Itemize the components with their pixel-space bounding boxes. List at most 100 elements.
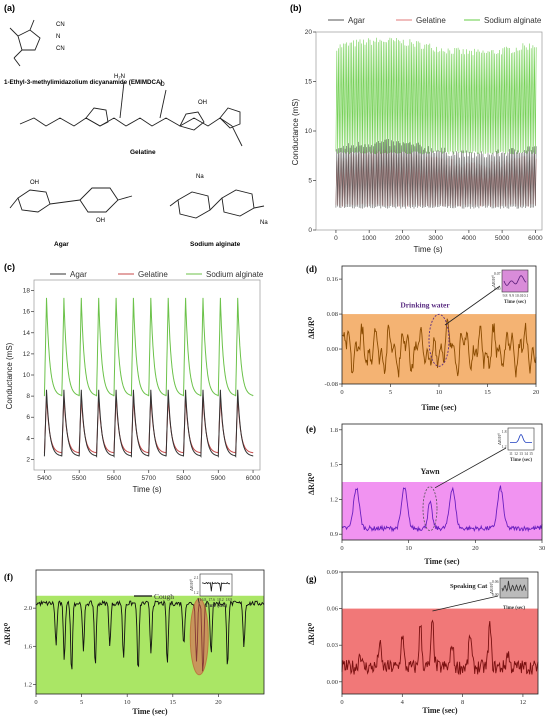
x-tick-label: 4 [401, 699, 405, 706]
x-tick-label: 1000 [362, 235, 377, 242]
x-tick-label: 5 [80, 699, 83, 706]
emimdca-n: N [56, 34, 60, 40]
chart-b-legend: Agar Gelatine Sodium alginate [328, 16, 542, 25]
y-tick-label: 10 [23, 372, 31, 379]
chart-e-ylabel: ΔR/R⁰ [307, 472, 316, 495]
annotation-arrow [434, 447, 507, 489]
chart-g-xlabel: Time (sec) [422, 706, 458, 715]
chart-d-ylabel: ΔR/R⁰ [307, 316, 316, 339]
x-tick-label: 10 [405, 545, 412, 552]
inset-ylabel: ΔR/R⁰ [489, 582, 494, 594]
x-tick-label: 3000 [428, 235, 443, 242]
chart-d-series [341, 318, 537, 378]
chart-b-series [335, 37, 537, 209]
inset-y-tick: 0.00 [494, 287, 501, 291]
y-tick-label: 16 [23, 309, 31, 316]
gelatine-o: O [160, 82, 165, 88]
x-tick-label: 0 [334, 235, 338, 242]
chart-e-axes: 0 10 20 30 0.9 1.2 1.5 1.8 [330, 427, 545, 552]
y-tick-label: 0.08 [327, 311, 338, 318]
chart-f: (f) 0 5 10 15 20 1.2 1.6 2.0 Cough Time (sec) ΔR/… [3, 569, 265, 716]
series-line-agar [335, 138, 537, 209]
panel-f-label: (f) [4, 572, 13, 582]
gelatine-oh: OH [198, 100, 207, 106]
y-tick-label: 1.6 [24, 643, 33, 650]
inset-x-tick: 18.8 [226, 598, 233, 602]
legend-label: Agar [348, 16, 365, 25]
emimdca-name: 1-Ethyl-3-methylimidazolium dicyanamide … [4, 79, 163, 86]
chart-b-ylabel: Conductance (mS) [291, 98, 300, 165]
inset-x-tick: 12 [514, 452, 518, 456]
x-tick-label: 0 [340, 389, 343, 396]
inset-x-tick: 18.2 [217, 598, 224, 602]
inset-xlabel: Time (sec) [504, 300, 526, 305]
chart-f-series [35, 599, 265, 672]
y-tick-label: 1.8 [330, 427, 338, 434]
annotation-label: Speaking Cat [450, 583, 488, 590]
inset-frame [507, 427, 535, 451]
agar-structure [9, 187, 133, 213]
chart-e-plot-frame [341, 423, 543, 541]
chart-e-series [341, 485, 543, 533]
chart-g-ylabel: ΔR/R⁰ [307, 622, 316, 645]
inset-xlabel: Time (sec) [205, 604, 227, 609]
emimdca-name-text: 1-Ethyl-3-methylimidazolium dicyanamide … [4, 79, 163, 86]
inset-y-tick: 1.2 [194, 591, 199, 595]
y-tick-label: 0 [308, 227, 312, 234]
chart-f-plot-frame [35, 569, 265, 695]
inset-frame [501, 269, 529, 293]
panel-b-label: (b) [290, 3, 302, 13]
gelatine-name: Gelatine [130, 149, 156, 156]
x-tick-label: 12 [520, 699, 527, 706]
y-tick-label: 2 [26, 456, 30, 463]
sodium-alginate-name: Sodium alginate [190, 241, 241, 248]
annotation-ellipse [428, 313, 450, 367]
emimdca-cn-2: CN [56, 46, 65, 52]
chart-c: (c) Agar Gelatine Sodium alginate 5400 5500… [4, 262, 264, 494]
agar-name: Agar [54, 241, 69, 248]
inset-y-tick: 0.06 [492, 580, 499, 584]
y-tick-label: 0.9 [330, 531, 338, 538]
chart-c-ylabel: Conductance (mS) [5, 342, 14, 409]
inset-frame [199, 573, 233, 597]
chart-f-ylabel: ΔR/R⁰ [3, 622, 12, 645]
inset-x-tick: 9.8 [503, 294, 508, 298]
x-tick-label: 5600 [107, 475, 122, 482]
chart-c-series [43, 297, 254, 458]
inset-signal-line [510, 433, 532, 443]
series-line-agar [43, 389, 254, 458]
x-tick-label: 5 [389, 389, 392, 396]
highlight-band [342, 314, 536, 384]
x-tick-label: 5400 [37, 475, 52, 482]
sodium-alginate-structure [169, 189, 265, 219]
alginate-na-2: Na [260, 220, 268, 226]
gelatine-structure [19, 81, 243, 147]
inset-x-tick: 13 [519, 452, 523, 456]
x-tick-label: 10 [436, 389, 443, 396]
x-tick-label: 6000 [528, 235, 543, 242]
inset-y-tick: 2.1 [194, 576, 199, 580]
legend-label: Gelatine [416, 16, 446, 25]
inset-x-tick: 9.9 [509, 294, 514, 298]
series-line-sodium-alginate [43, 297, 254, 397]
annotation-label: Drinking water [400, 301, 450, 310]
inset-x-tick: 10.1 [522, 294, 529, 298]
inset-signal-line [501, 580, 527, 592]
y-tick-label: 18 [23, 288, 31, 295]
inset-x-tick: 10.0 [515, 294, 522, 298]
y-tick-label: 6 [26, 414, 30, 421]
chart-g-band [342, 608, 538, 694]
x-tick-label: 10 [124, 699, 131, 706]
y-tick-label: 0.00 [327, 346, 338, 353]
chart-g-plot-frame [341, 571, 539, 695]
inset-signal-line [201, 581, 231, 592]
panel-a-structures: (a) CN N CN 1-Ethyl-3-methylimidazolium … [4, 3, 268, 248]
alginate-na-1: Na [196, 174, 204, 180]
chart-b-axes: 0 1000 2000 3000 4000 5000 6000 0 5 10 15 20 [305, 29, 543, 242]
chart-g: (g) 0 4 8 12 0.00 0.03 0.06 0.09 Speaking Cat Ti… [306, 569, 539, 715]
chart-b-xlabel: Time (s) [413, 245, 442, 254]
y-tick-label: 1.2 [24, 681, 32, 688]
inset-ylabel: ΔR/R⁰ [189, 579, 194, 591]
chart-f-annotation: Cough Time (sec) ΔR/R⁰ 16.8 17.6 18.2 18.8 2.1 1… [134, 573, 233, 676]
legend-label: Sodium alginate [484, 16, 542, 25]
